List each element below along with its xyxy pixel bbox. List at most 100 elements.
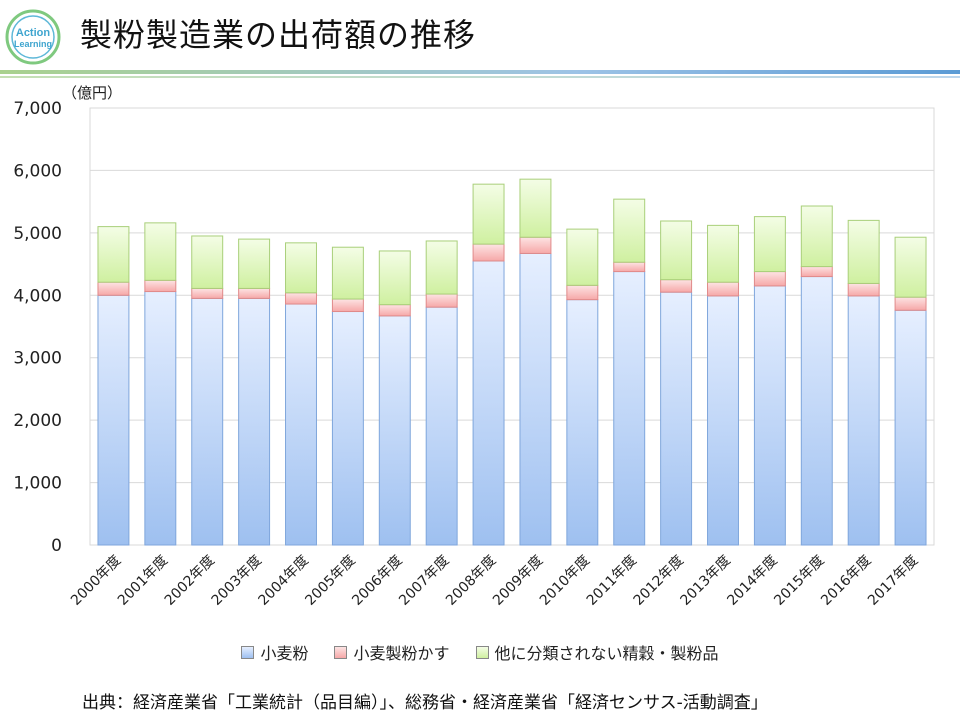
x-tick-label: 2011年度 (584, 553, 640, 609)
bar-segment-bran (191, 287, 224, 299)
bar-segment-bran (847, 282, 880, 297)
legend-item-bran: 小麦製粉かす (334, 640, 450, 664)
chart-legend: 小麦粉 小麦製粉かす 他に分類されない精穀・製粉品 (0, 640, 960, 664)
bar-segment-wheat-flour (660, 291, 693, 546)
bar-segment-wheat-flour (425, 306, 458, 546)
x-tick-label: 2013年度 (678, 553, 734, 609)
x-tick-label: 2012年度 (631, 553, 687, 609)
bar-segment-bran (519, 236, 552, 254)
bar-segment-other (894, 236, 927, 298)
bar-segment-bran (566, 284, 599, 301)
bar-segment-wheat-flour (566, 299, 599, 546)
bar-segment-other (378, 250, 411, 306)
bar-segment-other (238, 238, 271, 289)
bar-segment-bran (97, 281, 130, 296)
bar-segment-wheat-flour (238, 297, 271, 546)
bar-segment-bran (472, 243, 505, 262)
bar-segment-bran (144, 279, 177, 293)
x-tick-label: 2000年度 (68, 553, 124, 609)
bar-segment-other (613, 198, 646, 263)
plot-area (89, 107, 935, 546)
legend-item-wheat-flour: 小麦粉 (241, 640, 308, 664)
title-divider (0, 70, 960, 74)
x-tick-label: 2002年度 (162, 553, 218, 609)
bar-segment-bran (800, 266, 833, 278)
y-tick-label: 1,000 (13, 474, 62, 494)
bar-segment-wheat-flour (378, 315, 411, 546)
bar-segment-bran (331, 298, 364, 313)
x-tick-label: 2005年度 (302, 553, 358, 609)
x-tick-label: 2016年度 (818, 553, 874, 609)
legend-label-wheat-flour: 小麦粉 (260, 644, 309, 663)
x-tick-label: 2003年度 (209, 553, 265, 609)
logo-text-action: Action (16, 27, 51, 39)
legend-swatch-wheat-flour (241, 645, 255, 659)
logo-text-learning: Learning (14, 39, 52, 49)
bar-segment-wheat-flour (519, 252, 552, 546)
bar-segment-other (847, 219, 880, 284)
bar-segment-bran (238, 287, 271, 299)
y-tick-label: 0 (51, 536, 62, 556)
bar-segment-wheat-flour (894, 309, 927, 546)
bar-segment-wheat-flour (285, 303, 317, 546)
x-tick-label: 2001年度 (115, 553, 171, 609)
stacked-bar-chart: 0 1,000 2,000 3,000 4,000 5,000 6,000 7,000（億円）… (13, 84, 935, 609)
bar-segment-other (97, 226, 130, 283)
bar-segment-wheat-flour (613, 271, 646, 546)
bar-segment-other (331, 246, 364, 300)
x-tick-label: 2014年度 (724, 553, 780, 609)
bar-segment-bran (707, 281, 739, 297)
source-note: 出典：経済産業省「工業統計（品目編）」、総務省・経済産業省「経済センサス-活動調… (82, 693, 768, 713)
x-tick-label: 2004年度 (256, 553, 312, 609)
legend-swatch-bran (334, 645, 348, 659)
x-tick-label: 2015年度 (771, 553, 827, 609)
x-tick-label: 2007年度 (396, 553, 452, 609)
legend-label-bran: 小麦製粉かす (353, 644, 450, 663)
y-unit-label: （億円） (62, 84, 122, 102)
legend-swatch-other (475, 645, 489, 659)
bar-segment-other (144, 222, 177, 281)
bar-segment-wheat-flour (97, 294, 130, 546)
y-tick-label: 2,000 (13, 411, 62, 431)
page-title: 製粉製造業の出荷額の推移 (80, 16, 477, 54)
bar-segment-wheat-flour (331, 311, 364, 546)
bar-segment-wheat-flour (144, 291, 177, 546)
bar-segment-other (285, 242, 317, 294)
bar-segment-bran (660, 279, 693, 293)
bar-segment-wheat-flour (753, 285, 786, 546)
legend-item-other: 他に分類されない精穀・製粉品 (475, 640, 719, 664)
bar-segment-wheat-flour (847, 295, 880, 546)
y-tick-label: 6,000 (13, 161, 62, 181)
bar-segment-wheat-flour (707, 295, 739, 546)
x-tick-label: 2009年度 (490, 553, 546, 609)
x-tick-label: 2017年度 (865, 553, 921, 609)
x-tick-label: 2008年度 (443, 553, 499, 609)
bar-segment-bran (753, 271, 786, 287)
bar-segment-other (660, 220, 693, 281)
bar-segment-bran (425, 293, 458, 308)
bar-segment-wheat-flour (800, 276, 833, 546)
bar-segment-bran (613, 261, 646, 273)
bar-segment-other (800, 205, 833, 268)
y-tick-label: 5,000 (13, 224, 62, 244)
bar-segment-other (425, 240, 458, 295)
bar-segment-other (753, 216, 786, 273)
action-learning-logo: Action Learning (5, 9, 61, 65)
x-tick-label: 2006年度 (349, 553, 405, 609)
bar-segment-wheat-flour (191, 297, 224, 546)
y-tick-label: 3,000 (13, 349, 62, 369)
y-tick-label: 4,000 (13, 286, 62, 306)
bar-segment-other (472, 183, 505, 245)
title-divider-thin (0, 76, 960, 78)
bar-segment-bran (285, 292, 317, 305)
bar-segment-other (191, 235, 224, 289)
bar-segment-other (519, 178, 552, 238)
bar-segment-bran (894, 296, 927, 311)
y-tick-label: 7,000 (13, 99, 62, 119)
legend-label-other: 他に分類されない精穀・製粉品 (494, 644, 719, 663)
x-tick-label: 2010年度 (537, 553, 593, 609)
bar-segment-other (566, 228, 599, 286)
bar-segment-other (707, 224, 739, 283)
bar-segment-wheat-flour (472, 260, 505, 546)
bar-segment-bran (378, 304, 411, 317)
